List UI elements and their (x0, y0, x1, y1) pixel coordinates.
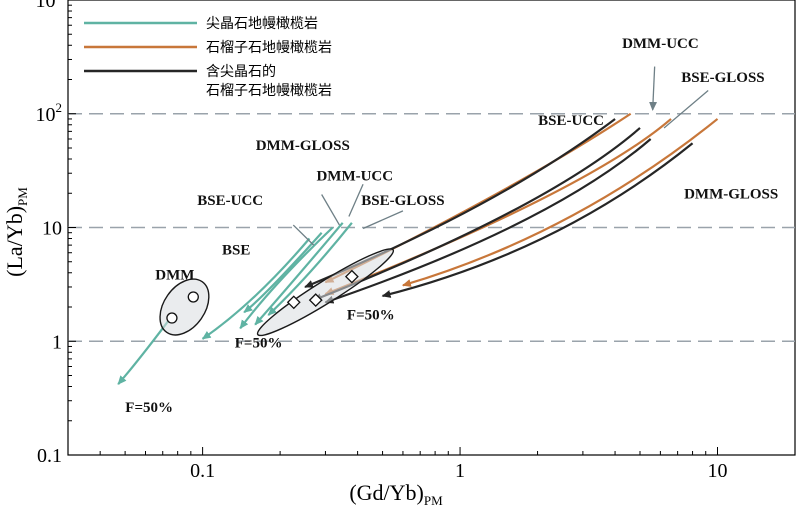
annotations: DMM BSE BSE-UCC DMM-GLOSS DMM-UCC BSE-GLOSS F=… (125, 36, 778, 416)
annotation-label-5: BSE-GLOSS (361, 193, 444, 209)
y-axis: 0.1110102103 (36, 0, 76, 467)
y-tick-label-base-0: 0.1 (37, 445, 62, 467)
y-tick-label-base-1: 1 (52, 331, 62, 353)
annotation-label-6: F=50% (125, 400, 173, 416)
y-tick-label-base-3: 10 (36, 104, 56, 126)
y-axis-label: (La/Yb)PM (2, 187, 30, 277)
annotation-label-1: BSE (222, 242, 250, 258)
x-tick-label-1: 1 (455, 460, 465, 482)
pointer-line-1 (663, 90, 709, 129)
annotation-pointers (292, 66, 709, 246)
series-line-spinel-2 (243, 231, 323, 314)
series-line-spinel-1 (201, 237, 311, 340)
x-tick-label-2: 10 (708, 460, 728, 482)
y-tick-label-1: 1 (52, 331, 62, 353)
sample-point-circle-1 (187, 291, 199, 303)
annotation-label-8: F=50% (347, 308, 395, 324)
sample-points (166, 269, 359, 324)
legend-label-spinel-garnet-2: 石榴子石地幔橄榄岩 (206, 83, 332, 99)
x-tick-label-0: 0.1 (190, 460, 215, 482)
pointer-line-5 (362, 210, 404, 230)
sample-ellipse-1 (256, 248, 395, 337)
x-axis-label: (Gd/Yb)PM (349, 480, 443, 508)
annotation-label-10: DMM-UCC (622, 36, 699, 52)
sample-point-diamond-2 (286, 295, 301, 310)
y-tick-label-base-2: 10 (42, 218, 62, 240)
y-tick-label-0: 0.1 (37, 445, 62, 467)
x-axis: 0.1 1 10 (67, 447, 796, 482)
sample-point-diamond-4 (344, 269, 359, 284)
y-axis-label-subscript: PM (15, 187, 30, 206)
legend: 尖晶石地幔橄榄岩 石榴子石地幔橄榄岩 含尖晶石的 石榴子石地幔橄榄岩 (84, 16, 332, 99)
annotation-label-0: DMM (155, 267, 194, 283)
y-tick-label-2: 10 (42, 218, 62, 240)
series-line-spinel-garnet-11 (324, 138, 652, 304)
y-tick-label-4: 103 (36, 0, 63, 12)
legend-label-spinel-garnet-1: 含尖晶石的 (206, 64, 276, 80)
pointer-line-2 (292, 224, 315, 246)
sample-ellipses (159, 248, 395, 337)
y-tick-label-sup-4: 3 (56, 0, 63, 1)
series-line-garnet-8 (401, 118, 719, 287)
annotation-label-3: DMM-GLOSS (256, 138, 350, 154)
annotation-label-12: DMM-GLOSS (684, 186, 778, 202)
series-line-spinel-5 (267, 222, 353, 316)
grid-lines (68, 113, 795, 342)
annotation-label-2: BSE-UCC (197, 193, 263, 209)
annotation-label-9: BSE-UCC (538, 113, 604, 129)
annotation-label-7: F=50% (235, 336, 283, 352)
pointer-line-0 (649, 66, 658, 111)
series-line-spinel-4 (254, 222, 344, 326)
y-tick-label-sup-3: 2 (56, 100, 63, 115)
y-tick-label-3: 102 (36, 100, 63, 126)
pointer-line-3 (321, 194, 341, 226)
legend-label-spinel: 尖晶石地幔橄榄岩 (206, 16, 318, 32)
series-line-spinel-garnet-10 (312, 127, 641, 302)
sample-point-diamond-3 (308, 293, 323, 308)
y-tick-label-base-4: 10 (36, 0, 56, 12)
series-line-spinel-garnet-9 (304, 118, 616, 288)
sample-point-circle-0 (166, 312, 178, 324)
series-line-spinel-garnet-12 (381, 142, 694, 298)
annotation-label-11: BSE-GLOSS (681, 70, 764, 86)
annotation-label-4: DMM-UCC (316, 168, 393, 184)
series-line-spinel-3 (239, 226, 334, 330)
legend-label-garnet: 石榴子石地幔橄榄岩 (206, 40, 332, 56)
series-lines (117, 112, 719, 385)
x-axis-label-subscript: PM (424, 493, 443, 508)
pointer-line-4 (348, 183, 364, 217)
